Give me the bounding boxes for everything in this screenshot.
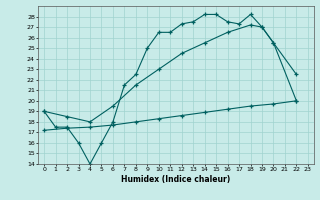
X-axis label: Humidex (Indice chaleur): Humidex (Indice chaleur)	[121, 175, 231, 184]
